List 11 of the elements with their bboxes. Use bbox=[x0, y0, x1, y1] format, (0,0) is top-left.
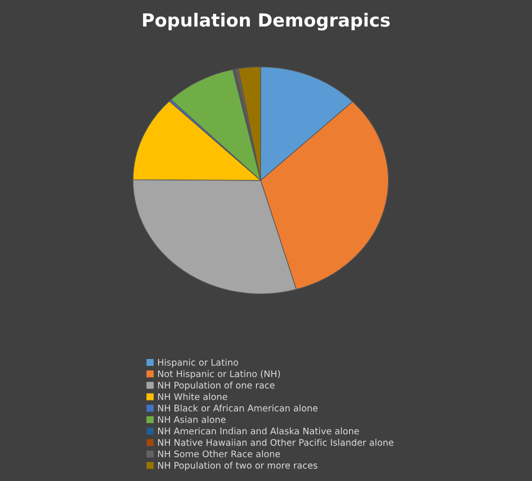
legend-label: NH White alone bbox=[158, 393, 228, 400]
legend-label: NH Some Other Race alone bbox=[158, 450, 280, 458]
legend-label: NH Black or African American alone bbox=[158, 404, 318, 412]
legend-label: Not Hispanic or Latino (NH) bbox=[158, 370, 280, 379]
legend-label: NH Population of one race bbox=[158, 382, 275, 390]
legend-label: NH Population of two or more races bbox=[158, 462, 318, 470]
legend-label: NH Asian alone bbox=[158, 416, 226, 423]
legend-label: NH Native Hawaiian and Other Pacific Islander alone bbox=[158, 438, 394, 446]
legend-label: Hispanic or Latino bbox=[158, 358, 238, 368]
legend-label: NH American Indian and Alaska Native alone bbox=[158, 427, 359, 434]
chart-title: Population Demograpics bbox=[143, 12, 390, 30]
